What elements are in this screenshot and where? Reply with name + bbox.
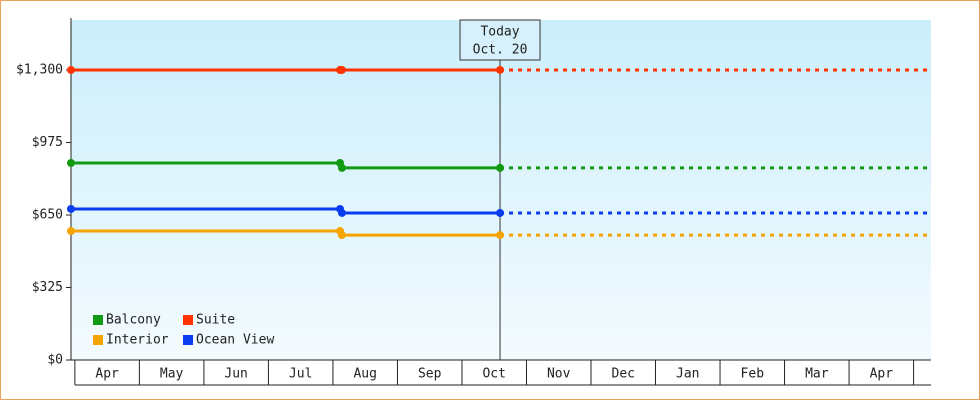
point — [67, 65, 75, 74]
x-tick-label: Oct — [482, 367, 505, 382]
x-tick-label: Mar — [805, 367, 829, 382]
legend-label: Ocean View — [196, 333, 274, 348]
x-tick-label: Aug — [353, 367, 376, 382]
today-date: Oct. 20 — [473, 43, 528, 58]
legend-label: Suite — [196, 313, 235, 328]
x-tick-label: Feb — [741, 367, 765, 382]
legend-swatch — [93, 315, 103, 325]
x-tick-label: Apr — [95, 367, 119, 382]
x-tick-label: Nov — [547, 367, 571, 382]
plot-area — [71, 20, 931, 360]
y-tick-label: $1,300 — [16, 62, 63, 77]
today-box — [459, 19, 541, 61]
x-tick-label: Sep — [418, 367, 442, 382]
legend-label: Interior — [106, 333, 169, 348]
y-tick-label: $325 — [32, 280, 63, 295]
legend-swatch — [183, 335, 193, 345]
y-tick-label: $975 — [32, 135, 63, 150]
point — [496, 163, 505, 172]
point — [496, 208, 505, 217]
x-tick-label: May — [160, 367, 184, 382]
point — [337, 231, 346, 240]
point — [496, 65, 505, 74]
x-tick-label: Dec — [612, 367, 635, 382]
legend-label: Balcony — [106, 313, 161, 328]
point — [337, 65, 346, 74]
x-tick-label: Jun — [224, 367, 247, 382]
legend-swatch — [93, 335, 103, 345]
point — [67, 204, 75, 213]
y-tick-label: $650 — [32, 207, 63, 222]
today-label: Today — [480, 25, 519, 40]
y-tick-label: $0 — [47, 353, 63, 368]
point — [496, 231, 505, 240]
legend-swatch — [183, 315, 193, 325]
x-tick-label: Jan — [676, 367, 699, 382]
x-tick-label: Apr — [870, 367, 894, 382]
point — [337, 208, 346, 217]
point — [67, 159, 75, 168]
x-tick-label: Jul — [289, 367, 312, 382]
point — [337, 163, 346, 172]
point — [67, 227, 75, 236]
